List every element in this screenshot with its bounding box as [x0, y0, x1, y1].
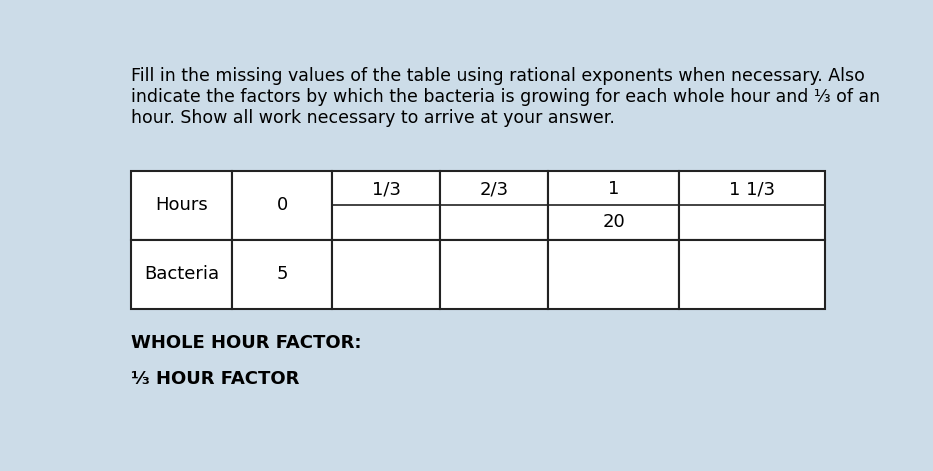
Text: Hours: Hours: [155, 196, 208, 214]
Text: Bacteria: Bacteria: [144, 265, 219, 283]
Text: Fill in the missing values of the table using rational exponents when necessary.: Fill in the missing values of the table …: [131, 67, 880, 127]
Text: 1/3: 1/3: [371, 180, 400, 198]
Text: 1: 1: [607, 180, 620, 198]
Text: WHOLE HOUR FACTOR:: WHOLE HOUR FACTOR:: [131, 334, 362, 352]
Text: ⅓ HOUR FACTOR: ⅓ HOUR FACTOR: [131, 370, 299, 388]
Text: 20: 20: [602, 213, 625, 231]
Text: 1 1/3: 1 1/3: [730, 180, 775, 198]
Text: 0: 0: [276, 196, 287, 214]
Text: 5: 5: [276, 265, 287, 283]
Text: 2/3: 2/3: [480, 180, 508, 198]
